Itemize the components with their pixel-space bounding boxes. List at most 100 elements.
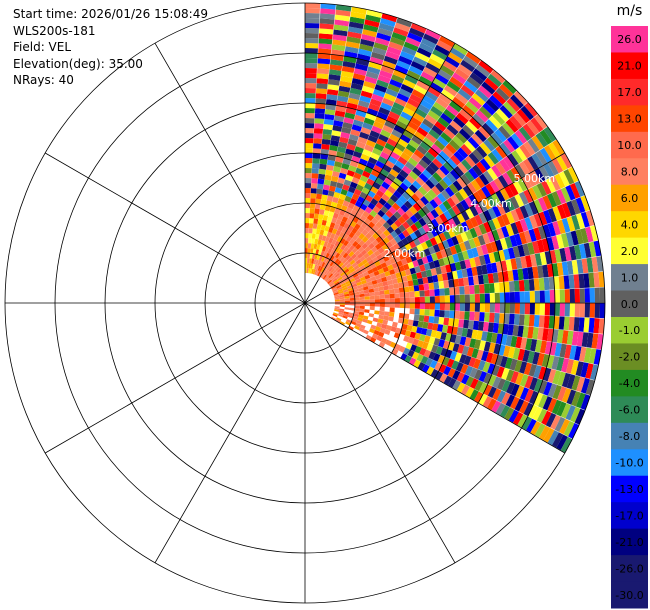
velocity-gate [412, 351, 420, 360]
velocity-gate [318, 168, 326, 175]
velocity-gate [464, 365, 474, 376]
velocity-gate [523, 362, 532, 376]
velocity-gate [347, 97, 360, 105]
velocity-gate [369, 309, 375, 314]
velocity-gate [393, 190, 402, 199]
velocity-gate [342, 315, 348, 320]
velocity-gate [548, 142, 561, 158]
velocity-gate [364, 206, 373, 214]
velocity-gate [384, 289, 390, 295]
velocity-gate [468, 117, 482, 130]
velocity-gate [387, 83, 401, 93]
velocity-gate [419, 303, 425, 310]
velocity-gate [349, 278, 356, 283]
velocity-gate [332, 34, 347, 42]
velocity-gate [457, 344, 465, 354]
velocity-gate [452, 343, 460, 353]
velocity-gate [472, 320, 480, 331]
velocity-gate [483, 139, 496, 152]
velocity-gate [454, 335, 462, 345]
velocity-gate [522, 267, 529, 280]
velocity-gate [337, 248, 344, 255]
velocity-gate [378, 106, 391, 116]
velocity-gate [413, 314, 420, 321]
velocity-gate [311, 233, 316, 239]
velocity-gate [456, 382, 466, 393]
velocity-gate [309, 258, 312, 264]
velocity-gate [345, 41, 360, 49]
velocity-gate [340, 75, 353, 83]
velocity-gate [343, 260, 350, 267]
velocity-gate [405, 36, 421, 48]
velocity-gate [345, 270, 352, 276]
velocity-gate [457, 88, 472, 101]
velocity-gate [416, 199, 426, 209]
velocity-gate [593, 318, 600, 334]
velocity-gate [534, 253, 542, 266]
velocity-gate [400, 152, 411, 162]
velocity-gate [560, 233, 570, 248]
velocity-gate [463, 80, 478, 93]
velocity-gate [333, 310, 339, 314]
velocity-gate [312, 263, 316, 270]
velocity-gate [561, 358, 570, 373]
velocity-gate [417, 278, 424, 285]
velocity-gate [394, 97, 407, 107]
velocity-gate [501, 367, 510, 380]
velocity-gate [385, 275, 392, 281]
velocity-gate [358, 239, 366, 247]
velocity-gate [409, 357, 417, 366]
velocity-gate [546, 354, 555, 369]
velocity-gate [363, 312, 370, 317]
velocity-gate [491, 400, 502, 413]
velocity-gate [422, 224, 431, 233]
velocity-gate [568, 274, 575, 289]
velocity-gate [466, 328, 473, 339]
velocity-gate [399, 182, 409, 192]
velocity-gate [338, 278, 344, 283]
velocity-gate [389, 330, 396, 337]
velocity-gate [343, 313, 349, 317]
velocity-gate [564, 344, 572, 359]
velocity-gate [376, 138, 387, 147]
velocity-gate [312, 163, 320, 169]
velocity-gate [409, 291, 415, 298]
velocity-gate [481, 331, 488, 342]
velocity-gate [324, 109, 336, 116]
velocity-gate [305, 193, 311, 199]
velocity-gate [554, 416, 566, 432]
velocity-gate [340, 238, 346, 245]
velocity-gate [374, 213, 382, 222]
velocity-gate [584, 288, 590, 303]
velocity-gate [359, 293, 365, 298]
velocity-gate [317, 239, 322, 246]
velocity-gate [305, 263, 308, 269]
velocity-gate [591, 256, 599, 273]
velocity-gate [363, 117, 375, 126]
velocity-gate [466, 248, 474, 259]
velocity-gate [354, 305, 360, 309]
velocity-gate [531, 135, 544, 151]
velocity-gate [371, 333, 379, 340]
velocity-gate [331, 276, 337, 281]
velocity-gate [333, 234, 339, 241]
velocity-gate [507, 153, 519, 167]
velocity-gate [487, 135, 500, 149]
velocity-gate [441, 89, 455, 101]
velocity-gate [427, 86, 441, 98]
velocity-gate [469, 338, 477, 349]
velocity-gate [474, 369, 483, 381]
velocity-gate [305, 258, 308, 264]
velocity-gate [344, 305, 350, 308]
velocity-gate [518, 314, 525, 326]
velocity-gate [371, 125, 383, 134]
velocity-gate [339, 300, 345, 303]
velocity-gate [394, 219, 403, 228]
velocity-gate [432, 172, 443, 183]
velocity-gate [570, 230, 579, 246]
velocity-gate [310, 188, 317, 194]
velocity-gate [484, 293, 490, 303]
velocity-gate [348, 250, 355, 257]
velocity-gate [354, 223, 361, 231]
velocity-gate [504, 185, 515, 199]
